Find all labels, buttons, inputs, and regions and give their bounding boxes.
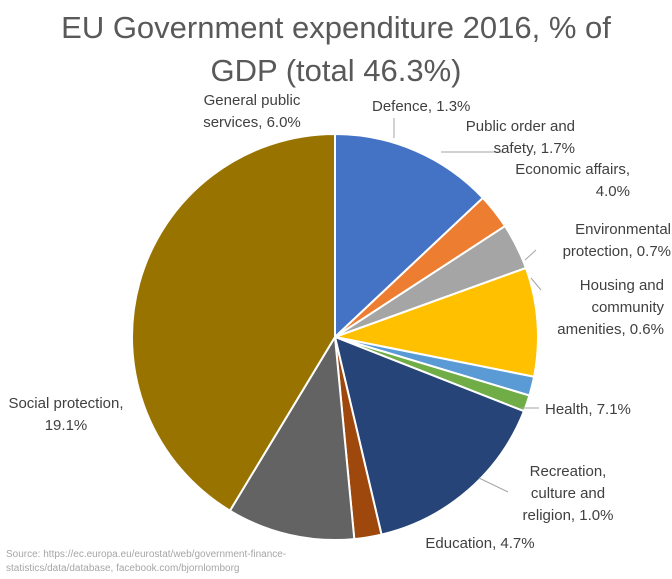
label-line: Public order and [466, 118, 575, 135]
label-general-public-services: General public services, 6.0% [203, 92, 301, 131]
label-line: protection, 0.7% [563, 243, 671, 260]
source-line-1: Source: https://ec.europa.eu/eurostat/we… [6, 549, 286, 560]
label-line: Health, 7.1% [545, 401, 631, 418]
source-note: Source: https://ec.europa.eu/eurostat/we… [6, 549, 286, 574]
label-line: General public [204, 92, 301, 109]
label-line: religion, 1.0% [523, 507, 614, 524]
label-line: services, 6.0% [203, 114, 301, 131]
label-housing-and-community-amenities: Housing and community amenities, 0.6% [557, 277, 664, 338]
label-line: 4.0% [596, 183, 630, 200]
label-line: Defence, 1.3% [372, 98, 470, 115]
label-line: culture and [531, 485, 605, 502]
label-line: Environmental [575, 221, 671, 238]
label-defence: Defence, 1.3% [372, 98, 470, 115]
label-recreation-culture-and-religion: Recreation, culture and religion, 1.0% [523, 463, 614, 524]
chart-title-line-1: EU Government expenditure 2016, % of [61, 10, 611, 45]
label-economic-affairs: Economic affairs, 4.0% [515, 161, 630, 200]
slice-education [228, 333, 356, 541]
label-environmental-protection: Environmental protection, 0.7% [563, 221, 671, 260]
label-line: Social protection, [8, 395, 123, 412]
slice-social-protection [131, 132, 336, 513]
leader-line-housing-and-community-amenities [530, 277, 542, 291]
label-line: 19.1% [45, 417, 88, 434]
pie-slices [131, 132, 539, 541]
slice-labels: General public services, 6.0% Defence, 1.3… [8, 92, 671, 552]
label-line: safety, 1.7% [494, 140, 575, 157]
label-education: Education, 4.7% [425, 535, 534, 552]
slice-health [333, 335, 526, 536]
label-health: Health, 7.1% [545, 401, 631, 418]
source-line-2: statistics/data/database, facebook.com/b… [6, 563, 239, 574]
leader-line-environmental-protection [524, 249, 537, 261]
label-public-order-and-safety: Public order and safety, 1.7% [466, 118, 575, 157]
chart-title: EU Government expenditure 2016, % of GDP… [61, 10, 611, 88]
label-line: Housing and [580, 277, 664, 294]
leader-lines [393, 118, 542, 493]
label-line: Education, 4.7% [425, 535, 534, 552]
leader-line-recreation-culture-and-religion [478, 477, 509, 493]
slice-economic-affairs [331, 266, 539, 378]
label-line: amenities, 0.6% [557, 321, 664, 338]
chart-title-line-2: GDP (total 46.3%) [211, 53, 462, 88]
label-line: Recreation, [530, 463, 607, 480]
label-line: community [591, 299, 664, 316]
label-social-protection: Social protection, 19.1% [8, 395, 123, 434]
slice-general-public-services [334, 132, 485, 340]
label-line: Economic affairs, [515, 161, 630, 178]
